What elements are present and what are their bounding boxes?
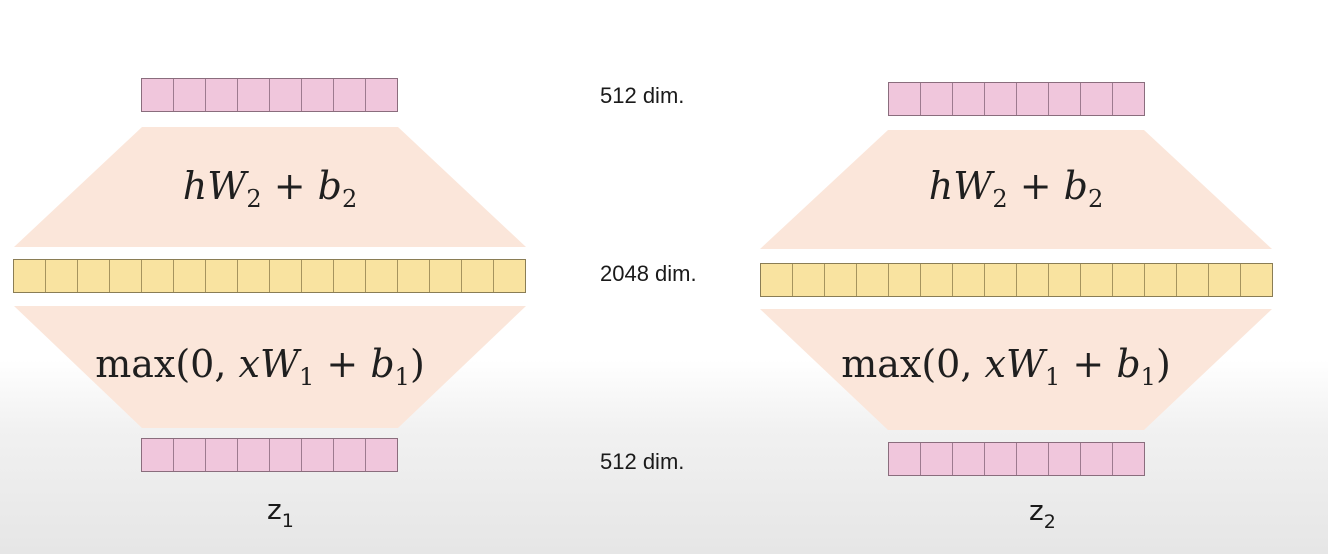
output-vector-left — [141, 78, 398, 112]
z2-label: z2 — [1029, 494, 1056, 533]
vector-cell — [1241, 264, 1272, 296]
vector-cell — [1113, 443, 1144, 475]
vector-cell — [825, 264, 857, 296]
vector-cell — [270, 439, 302, 471]
vector-cell — [857, 264, 889, 296]
vector-cell — [334, 439, 366, 471]
vector-cell — [334, 260, 366, 292]
bottom-dim-label: 512 dim. — [600, 449, 685, 474]
vector-cell — [1017, 83, 1049, 115]
vector-cell — [889, 443, 921, 475]
vector-cell — [1113, 264, 1145, 296]
output-vector-right — [888, 82, 1145, 116]
vector-cell — [921, 83, 953, 115]
vector-cell — [302, 439, 334, 471]
vector-cell — [953, 443, 985, 475]
vector-cell — [334, 79, 366, 111]
vector-cell — [1081, 264, 1113, 296]
vector-cell — [142, 260, 174, 292]
vector-cell — [921, 264, 953, 296]
vector-cell — [206, 439, 238, 471]
vector-cell — [985, 264, 1017, 296]
vector-cell — [985, 443, 1017, 475]
vector-cell — [889, 83, 921, 115]
vector-cell — [1081, 443, 1113, 475]
vector-cell — [174, 79, 206, 111]
vector-cell — [953, 83, 985, 115]
vector-cell — [1145, 264, 1177, 296]
vector-cell — [366, 260, 398, 292]
upper-formula-left: hW2 + b2 — [182, 164, 358, 213]
hidden-vector-left — [13, 259, 526, 293]
vector-cell — [14, 260, 46, 292]
vector-cell — [366, 439, 397, 471]
vector-cell — [889, 264, 921, 296]
vector-cell — [1113, 83, 1144, 115]
vector-cell — [921, 443, 953, 475]
vector-cell — [1209, 264, 1241, 296]
vector-cell — [1049, 264, 1081, 296]
vector-cell — [398, 260, 430, 292]
vector-cell — [238, 260, 270, 292]
vector-cell — [1081, 83, 1113, 115]
vector-cell — [494, 260, 525, 292]
input-vector-right — [888, 442, 1145, 476]
vector-cell — [238, 439, 270, 471]
middle-dim-label: 2048 dim. — [600, 261, 697, 286]
lower-formula-right: max(0, xW1 + b1) — [841, 342, 1171, 391]
vector-cell — [302, 79, 334, 111]
vector-cell — [174, 260, 206, 292]
vector-cell — [953, 264, 985, 296]
vector-cell — [302, 260, 334, 292]
upper-formula-right: hW2 + b2 — [928, 164, 1104, 213]
top-dim-label: 512 dim. — [600, 83, 685, 108]
input-vector-left — [141, 438, 398, 472]
vector-cell — [142, 439, 174, 471]
vector-cell — [1017, 443, 1049, 475]
lower-formula-left: max(0, xW1 + b1) — [95, 342, 425, 391]
vector-cell — [206, 260, 238, 292]
z1-label: z1 — [267, 493, 294, 532]
vector-cell — [270, 260, 302, 292]
vector-cell — [366, 79, 397, 111]
vector-cell — [985, 83, 1017, 115]
hidden-vector-right — [760, 263, 1273, 297]
vector-cell — [1049, 443, 1081, 475]
vector-cell — [1177, 264, 1209, 296]
vector-cell — [174, 439, 206, 471]
vector-cell — [1049, 83, 1081, 115]
vector-cell — [142, 79, 174, 111]
vector-cell — [46, 260, 78, 292]
vector-cell — [238, 79, 270, 111]
vector-cell — [793, 264, 825, 296]
vector-cell — [270, 79, 302, 111]
vector-cell — [110, 260, 142, 292]
vector-cell — [206, 79, 238, 111]
vector-cell — [430, 260, 462, 292]
vector-cell — [1017, 264, 1049, 296]
vector-cell — [761, 264, 793, 296]
vector-cell — [78, 260, 110, 292]
vector-cell — [462, 260, 494, 292]
